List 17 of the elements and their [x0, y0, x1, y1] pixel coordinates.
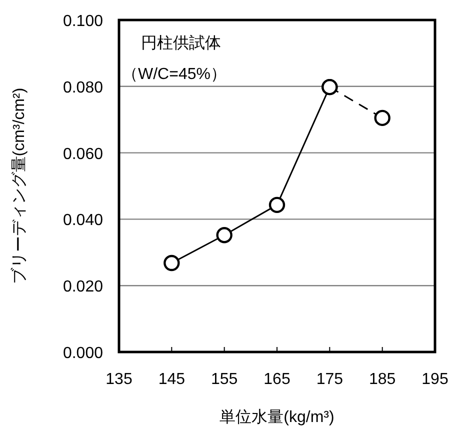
- x-tick-label: 145: [158, 371, 186, 388]
- x-axis-title: 単位水量(kg/m³): [220, 408, 334, 426]
- y-tick-label: 0.040: [62, 212, 104, 230]
- y-axis-title: ブリーディング量(cm³/cm²): [10, 88, 28, 284]
- x-tick-label: 175: [316, 371, 344, 388]
- y-tick-label: 0.100: [62, 13, 104, 30]
- x-tick-label: 185: [368, 371, 396, 388]
- x-tick-label: 195: [422, 371, 448, 388]
- annotation: （W/C=45%）: [122, 66, 226, 83]
- y-tick-label: 0.000: [62, 345, 104, 362]
- annotation: 円柱供試体: [141, 34, 221, 52]
- x-tick-label: 165: [264, 371, 290, 388]
- x-tick-label: 155: [210, 371, 238, 388]
- y-tick-label: 0.060: [62, 146, 104, 163]
- x-tick-label: 135: [106, 371, 132, 388]
- y-tick-label: 0.080: [62, 79, 104, 96]
- y-tick-label: 0.020: [62, 278, 104, 296]
